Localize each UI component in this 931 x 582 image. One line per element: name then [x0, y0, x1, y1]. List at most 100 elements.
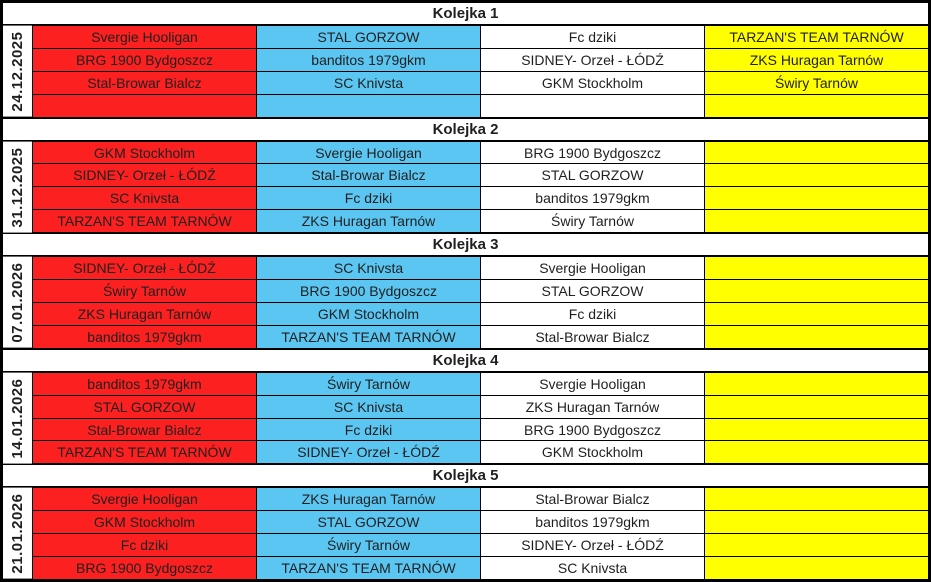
team-cell-red: Fc dziki: [33, 534, 256, 557]
team-cell-blue: Świry Tarnów: [257, 372, 480, 395]
team-cell-white: STAL GORZOW: [481, 280, 704, 302]
team-cell-white: Fc dziki: [481, 26, 704, 48]
round-date: 14.01.2026: [3, 372, 32, 464]
team-cell-yellow: [705, 372, 928, 395]
team-cell-red: ZKS Huragan Tarnów: [33, 302, 256, 325]
team-cell-red: GKM Stockholm: [33, 511, 256, 534]
team-cell-red: Świry Tarnów: [33, 280, 256, 302]
team-cell-yellow: [705, 141, 928, 164]
team-cell-blue: SC Knivsta: [257, 395, 480, 418]
team-cell-white: Stal-Browar Bialcz: [481, 488, 704, 511]
team-cell-red: SIDNEY- Orzeł - ŁÓDŹ: [33, 257, 256, 280]
team-cell-yellow: [705, 164, 928, 187]
team-cell-white: Svergie Hooligan: [481, 257, 704, 280]
team-cell-white: SIDNEY- Orzeł - ŁÓDŹ: [481, 534, 704, 557]
team-cell-red: Svergie Hooligan: [33, 488, 256, 511]
team-cell-red: banditos 1979gkm: [33, 372, 256, 395]
round-date: 07.01.2026: [3, 257, 32, 348]
team-cell-red: SC Knivsta: [33, 187, 256, 210]
team-cell-yellow: [705, 302, 928, 325]
round-block: Kolejka 5 21.01.2026 Svergie Hooligan ZKS…: [3, 465, 928, 579]
team-cell-blue: BRG 1900 Bydgoszcz: [257, 280, 480, 302]
team-cell-white: STAL GORZOW: [481, 164, 704, 187]
team-cell-blue: banditos 1979gkm: [257, 48, 480, 71]
team-cell-white: [481, 94, 704, 117]
team-cell-red: [33, 94, 256, 117]
team-cell-white: banditos 1979gkm: [481, 511, 704, 534]
team-cell-yellow: TARZAN'S TEAM TARNÓW: [705, 26, 928, 48]
round-block: Kolejka 4 14.01.2026 banditos 1979gkm Świ…: [3, 349, 928, 466]
team-cell-blue: SC Knivsta: [257, 257, 480, 280]
team-cell-yellow: [705, 210, 928, 233]
round-grid: 21.01.2026 Svergie Hooligan ZKS Huragan T…: [3, 486, 928, 579]
round-grid: 14.01.2026 banditos 1979gkm Świry Tarnów S…: [3, 370, 928, 464]
team-cell-white: GKM Stockholm: [481, 441, 704, 464]
team-cell-white: Svergie Hooligan: [481, 372, 704, 395]
team-cell-blue: GKM Stockholm: [257, 302, 480, 325]
team-cell-yellow: ZKS Huragan Tarnów: [705, 48, 928, 71]
team-cell-blue: ZKS Huragan Tarnów: [257, 210, 480, 233]
round-block: Kolejka 1 24.12.2025 Svergie Hooligan STA…: [3, 3, 928, 119]
team-cell-white: BRG 1900 Bydgoszcz: [481, 141, 704, 164]
team-cell-blue: Fc dziki: [257, 418, 480, 441]
round-date: 24.12.2025: [3, 26, 32, 117]
round-grid: 31.12.2025 GKM Stockholm Svergie Hooligan…: [3, 139, 928, 233]
team-cell-yellow: Świry Tarnów: [705, 71, 928, 94]
team-cell-white: Stal-Browar Bialcz: [481, 325, 704, 348]
team-cell-yellow: [705, 257, 928, 280]
team-cell-yellow: [705, 511, 928, 534]
team-cell-red: TARZAN'S TEAM TARNÓW: [33, 441, 256, 464]
team-cell-red: BRG 1900 Bydgoszcz: [33, 48, 256, 71]
team-cell-blue: STAL GORZOW: [257, 26, 480, 48]
team-cell-yellow: [705, 94, 928, 117]
round-title: Kolejka 3: [3, 234, 928, 256]
team-cell-yellow: [705, 280, 928, 302]
team-cell-red: BRG 1900 Bydgoszcz: [33, 557, 256, 579]
team-cell-red: banditos 1979gkm: [33, 325, 256, 348]
round-title: Kolejka 4: [3, 349, 928, 371]
team-cell-yellow: [705, 187, 928, 210]
team-cell-red: Stal-Browar Bialcz: [33, 418, 256, 441]
team-cell-blue: STAL GORZOW: [257, 511, 480, 534]
round-date: 31.12.2025: [3, 141, 32, 233]
round-title: Kolejka 2: [3, 118, 928, 140]
team-cell-yellow: [705, 488, 928, 511]
round-title: Kolejka 1: [3, 3, 928, 24]
team-cell-blue: TARZAN'S TEAM TARNÓW: [257, 325, 480, 348]
round-title: Kolejka 5: [3, 465, 928, 487]
team-cell-blue: Fc dziki: [257, 187, 480, 210]
team-cell-white: BRG 1900 Bydgoszcz: [481, 418, 704, 441]
team-cell-red: TARZAN'S TEAM TARNÓW: [33, 210, 256, 233]
team-cell-red: Svergie Hooligan: [33, 26, 256, 48]
team-cell-blue: Stal-Browar Bialcz: [257, 164, 480, 187]
team-cell-blue: TARZAN'S TEAM TARNÓW: [257, 557, 480, 579]
team-cell-white: SIDNEY- Orzeł - ŁÓDŹ: [481, 48, 704, 71]
round-block: Kolejka 3 07.01.2026 SIDNEY- Orzeł - ŁÓD…: [3, 234, 928, 350]
round-date: 21.01.2026: [3, 488, 32, 579]
team-cell-white: ZKS Huragan Tarnów: [481, 395, 704, 418]
team-cell-red: GKM Stockholm: [33, 141, 256, 164]
team-cell-blue: ZKS Huragan Tarnów: [257, 488, 480, 511]
round-grid: 07.01.2026 SIDNEY- Orzeł - ŁÓDŹ SC Knivst…: [3, 255, 928, 348]
team-cell-yellow: [705, 557, 928, 579]
team-cell-yellow: [705, 395, 928, 418]
team-cell-yellow: [705, 418, 928, 441]
team-cell-red: Stal-Browar Bialcz: [33, 71, 256, 94]
team-cell-white: banditos 1979gkm: [481, 187, 704, 210]
team-cell-blue: SC Knivsta: [257, 71, 480, 94]
team-cell-blue: SIDNEY- Orzeł - ŁÓDŹ: [257, 441, 480, 464]
round-grid: 24.12.2025 Svergie Hooligan STAL GORZOW Fc…: [3, 24, 928, 117]
team-cell-white: Fc dziki: [481, 302, 704, 325]
team-cell-white: GKM Stockholm: [481, 71, 704, 94]
team-cell-blue: Svergie Hooligan: [257, 141, 480, 164]
team-cell-white: SC Knivsta: [481, 557, 704, 579]
team-cell-white: Świry Tarnów: [481, 210, 704, 233]
team-cell-blue: Świry Tarnów: [257, 534, 480, 557]
round-block: Kolejka 2 31.12.2025 GKM Stockholm Svergi…: [3, 118, 928, 235]
team-cell-red: SIDNEY- Orzeł - ŁÓDŹ: [33, 164, 256, 187]
team-cell-yellow: [705, 534, 928, 557]
team-cell-yellow: [705, 325, 928, 348]
team-cell-blue: [257, 94, 480, 117]
team-cell-yellow: [705, 441, 928, 464]
